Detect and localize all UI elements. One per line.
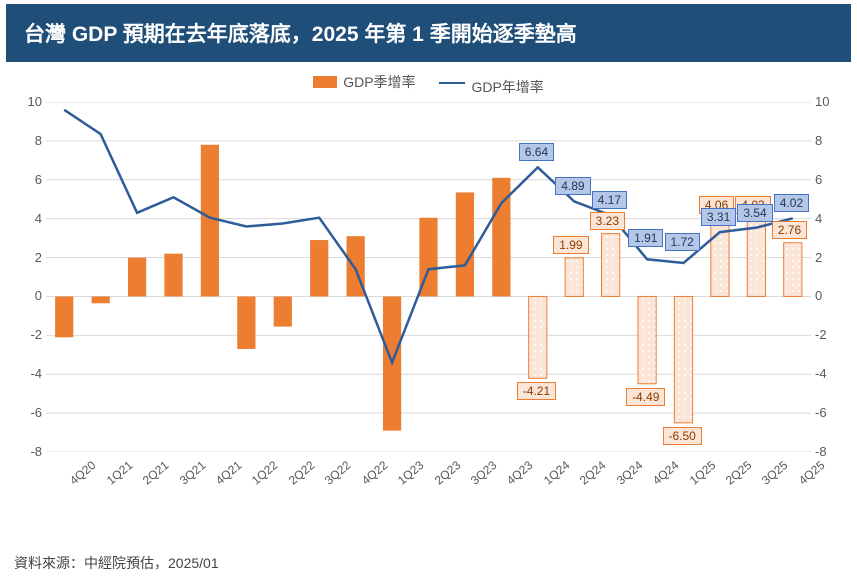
x-tick: 3Q24 bbox=[614, 458, 645, 488]
y-tick-right: 0 bbox=[815, 288, 845, 303]
x-tick: 4Q22 bbox=[359, 458, 390, 488]
y-tick-left: -8 bbox=[12, 444, 42, 459]
bar-value-label: 2.76 bbox=[772, 221, 807, 239]
x-tick: 1Q23 bbox=[395, 458, 426, 488]
x-tick: 4Q21 bbox=[213, 458, 244, 488]
x-tick: 3Q23 bbox=[468, 458, 499, 488]
x-tick: 3Q25 bbox=[759, 458, 790, 488]
x-tick: 1Q21 bbox=[104, 458, 135, 488]
legend-swatch-bar bbox=[313, 76, 337, 88]
bar bbox=[128, 258, 146, 297]
bar bbox=[784, 243, 802, 297]
bar bbox=[529, 296, 547, 378]
line-value-label: 1.91 bbox=[628, 229, 663, 247]
line-value-label: 4.02 bbox=[774, 194, 809, 212]
bar bbox=[237, 296, 255, 349]
y-tick-left: -6 bbox=[12, 405, 42, 420]
bar-value-label: 3.23 bbox=[590, 212, 625, 230]
y-tick-right: -6 bbox=[815, 405, 845, 420]
x-tick: 2Q23 bbox=[431, 458, 462, 488]
line-value-label: 1.72 bbox=[665, 233, 700, 251]
y-tick-right: -4 bbox=[815, 366, 845, 381]
y-tick-right: 4 bbox=[815, 211, 845, 226]
line-value-label: 3.54 bbox=[737, 204, 772, 222]
x-tick: 2Q25 bbox=[723, 458, 754, 488]
x-tick: 4Q25 bbox=[796, 458, 827, 488]
line-value-label: 4.89 bbox=[555, 177, 590, 195]
legend-swatch-line bbox=[439, 82, 465, 84]
y-tick-left: -4 bbox=[12, 366, 42, 381]
y-tick-left: 10 bbox=[12, 94, 42, 109]
line-value-label: 3.31 bbox=[701, 208, 736, 226]
x-tick: 3Q22 bbox=[322, 458, 353, 488]
y-tick-right: 8 bbox=[815, 133, 845, 148]
bar bbox=[201, 145, 219, 297]
x-tick: 2Q21 bbox=[140, 458, 171, 488]
chart-area: GDP季增率 GDP年增率 -8 -8 -6 -6 -4 -4 -2 -2 0 0 2 2 4 4 6 6 8 8… bbox=[6, 62, 851, 522]
bar-value-label: -4.49 bbox=[626, 388, 665, 406]
bar bbox=[456, 192, 474, 296]
x-tick: 3Q21 bbox=[176, 458, 207, 488]
y-tick-left: 6 bbox=[12, 172, 42, 187]
bar bbox=[674, 296, 692, 422]
bar-value-label: 1.99 bbox=[553, 236, 588, 254]
x-tick: 2Q22 bbox=[286, 458, 317, 488]
bar bbox=[638, 296, 656, 383]
legend-line: GDP年增率 bbox=[439, 77, 543, 97]
bar bbox=[164, 254, 182, 297]
source-note: 資料來源：中經院預估，2025/01 bbox=[14, 553, 219, 573]
y-tick-left: -2 bbox=[12, 327, 42, 342]
y-tick-left: 0 bbox=[12, 288, 42, 303]
bar bbox=[55, 296, 73, 337]
y-tick-left: 8 bbox=[12, 133, 42, 148]
x-tick: 1Q22 bbox=[249, 458, 280, 488]
line-value-label: 4.17 bbox=[592, 191, 627, 209]
bar bbox=[92, 296, 110, 303]
bar bbox=[565, 258, 583, 297]
legend: GDP季增率 GDP年增率 bbox=[6, 72, 851, 97]
y-tick-right: 10 bbox=[815, 94, 845, 109]
x-tick: 2Q24 bbox=[577, 458, 608, 488]
legend-line-label: GDP年增率 bbox=[471, 77, 543, 97]
bar bbox=[602, 234, 620, 297]
x-tick: 4Q20 bbox=[67, 458, 98, 488]
bar bbox=[310, 240, 328, 296]
legend-bar-label: GDP季增率 bbox=[343, 72, 415, 92]
chart-svg bbox=[46, 102, 811, 452]
bar-value-label: -4.21 bbox=[517, 382, 556, 400]
y-tick-right: 6 bbox=[815, 172, 845, 187]
x-tick: 1Q24 bbox=[541, 458, 572, 488]
x-tick: 4Q24 bbox=[650, 458, 681, 488]
y-tick-right: -2 bbox=[815, 327, 845, 342]
legend-bar: GDP季增率 bbox=[313, 72, 415, 92]
bar bbox=[274, 296, 292, 326]
y-tick-right: 2 bbox=[815, 250, 845, 265]
y-tick-left: 4 bbox=[12, 211, 42, 226]
line-value-label: 6.64 bbox=[519, 143, 554, 161]
plot-region bbox=[46, 102, 811, 452]
y-tick-left: 2 bbox=[12, 250, 42, 265]
bar bbox=[747, 218, 765, 296]
bar-value-label: -6.50 bbox=[663, 427, 702, 445]
chart-title: 台灣 GDP 預期在去年底落底，2025 年第 1 季開始逐季墊高 bbox=[6, 4, 851, 62]
x-tick: 1Q25 bbox=[686, 458, 717, 488]
y-tick-right: -8 bbox=[815, 444, 845, 459]
x-tick: 4Q23 bbox=[504, 458, 535, 488]
bar bbox=[711, 218, 729, 297]
